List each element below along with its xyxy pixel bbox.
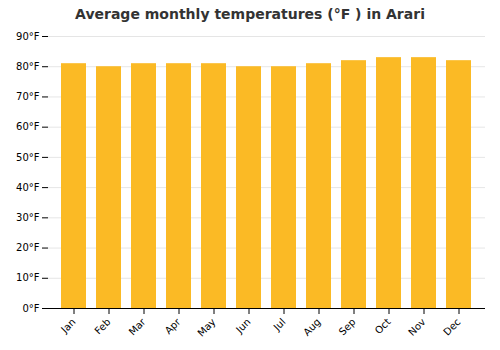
- svg-text:90°F: 90°F: [16, 31, 40, 42]
- svg-text:Jan: Jan: [58, 316, 77, 335]
- svg-text:60°F: 60°F: [16, 121, 40, 132]
- svg-text:Jul: Jul: [271, 316, 288, 333]
- svg-text:50°F: 50°F: [16, 152, 40, 163]
- svg-text:20°F: 20°F: [16, 242, 40, 253]
- svg-text:Feb: Feb: [92, 316, 112, 336]
- html-text:Average monthly temperatures (: Average monthly temperatures (°F ) in Ar…: [75, 6, 425, 22]
- svg-text:May: May: [195, 316, 217, 338]
- svg-text:10°F: 10°F: [16, 272, 40, 283]
- svg-text:Jun: Jun: [233, 316, 253, 336]
- svg-text:40°F: 40°F: [16, 182, 40, 193]
- svg-text:80°F: 80°F: [16, 61, 40, 72]
- svg-text:Dec: Dec: [441, 316, 462, 337]
- svg-text:Sep: Sep: [337, 316, 358, 337]
- svg-text:Apr: Apr: [163, 316, 184, 337]
- svg-text:0°F: 0°F: [22, 303, 39, 314]
- svg-text:Nov: Nov: [406, 316, 428, 338]
- svg-text:Oct: Oct: [373, 316, 393, 336]
- svg-text:Aug: Aug: [301, 316, 323, 338]
- svg-text:Mar: Mar: [127, 316, 149, 338]
- svg-text:30°F: 30°F: [16, 212, 40, 223]
- svg-text:70°F: 70°F: [16, 91, 40, 102]
